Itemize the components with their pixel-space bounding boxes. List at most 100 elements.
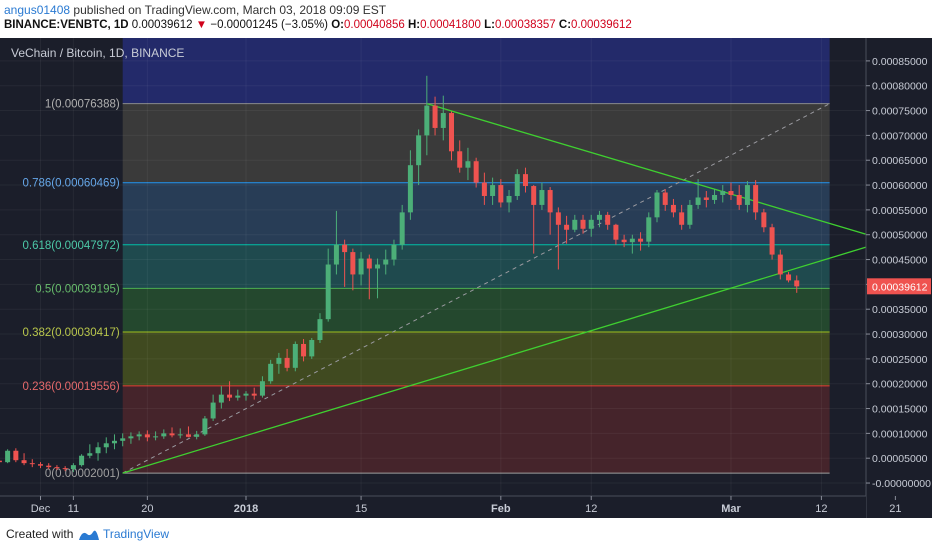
candle-body <box>153 436 159 438</box>
y-tick-label: 0.00025000 <box>872 354 928 366</box>
high-value: 0.00041800 <box>420 19 481 31</box>
candle-body <box>111 440 117 444</box>
candle-body <box>259 381 265 396</box>
candle-body <box>728 191 734 195</box>
x-tick-label: 2018 <box>234 503 258 515</box>
candle-body <box>38 464 43 466</box>
candle-body <box>21 460 27 464</box>
candle-body <box>777 254 783 275</box>
candle-body <box>794 280 800 287</box>
candle-body <box>416 135 422 166</box>
y-tick-label: 0.00005000 <box>872 453 928 465</box>
tradingview-link[interactable]: TradingView <box>103 527 170 541</box>
candle-body <box>95 447 101 454</box>
y-tick-label: 0.00015000 <box>872 404 928 416</box>
candle-body <box>769 227 775 255</box>
candle-body <box>251 393 257 396</box>
candle-body <box>539 190 545 205</box>
y-tick-label: -0.00000000 <box>872 478 931 490</box>
candle-body <box>79 455 85 466</box>
candle-body <box>449 113 454 152</box>
author-link[interactable]: angus01408 <box>4 3 71 17</box>
fib-diagonal-line <box>122 103 830 474</box>
time-axis[interactable] <box>0 496 866 518</box>
fib-level-label: 0(0.00002001) <box>45 468 120 480</box>
candle-body <box>243 393 249 396</box>
candle-body <box>70 465 76 470</box>
candle-body <box>564 224 570 230</box>
candle-body <box>646 217 652 242</box>
y-tick-label: 0.00045000 <box>872 255 928 267</box>
candle-body <box>103 443 109 448</box>
last-price: 0.00039612 <box>131 19 193 31</box>
candle-body <box>301 343 307 357</box>
candle-body <box>284 357 290 368</box>
candle-body <box>687 204 693 225</box>
candle-body <box>498 185 504 203</box>
candle-body <box>309 340 315 357</box>
candle-body <box>712 194 718 200</box>
y-tick-label: 0.00050000 <box>872 230 928 242</box>
candle-body <box>572 219 578 230</box>
created-with-label: Created with <box>6 527 74 541</box>
symbol-label: BINANCE:VENBTC, 1D <box>4 19 129 31</box>
support-trendline <box>122 246 867 474</box>
current-price-tag: 0.00039612 <box>867 278 931 295</box>
candle-body <box>457 151 463 168</box>
price-chart[interactable]: 1(0.00076388) 0.786(0.00060469) 0.618(0.00… <box>0 38 932 518</box>
x-tick-label: 12 <box>815 503 827 515</box>
y-tick-label: 0.00055000 <box>872 205 928 217</box>
candle-body <box>744 185 750 205</box>
candle-body <box>120 438 126 441</box>
candle-body <box>54 467 60 469</box>
candle-body <box>87 453 93 456</box>
candle-body <box>317 319 323 341</box>
x-tick-label: 21 <box>889 503 901 515</box>
candle-body <box>13 450 19 461</box>
candlestick-series <box>0 75 800 473</box>
candle-body <box>786 274 792 281</box>
candle-body <box>753 185 759 213</box>
current-price-box <box>867 278 931 295</box>
open-label: O: <box>331 19 344 31</box>
y-tick-label: 0.00020000 <box>872 379 928 391</box>
candle-body <box>210 402 216 419</box>
candle-body <box>490 185 496 196</box>
candle-body <box>605 214 611 225</box>
candle-body <box>654 192 660 218</box>
candle-body <box>670 204 676 213</box>
fib-level-label: 0.382(0.00030417) <box>22 327 119 339</box>
y-tick-label: 0.00080000 <box>872 81 928 93</box>
x-tick-label: 12 <box>585 503 597 515</box>
candle-body <box>366 258 372 269</box>
candle-body <box>276 357 282 364</box>
fib-level-label: 1(0.00076388) <box>45 99 120 111</box>
candle-body <box>399 212 405 245</box>
trend-lines <box>122 103 867 474</box>
candle-body <box>662 192 668 205</box>
x-tick-label: Mar <box>721 503 741 515</box>
candle-body <box>531 186 537 205</box>
x-axis-ticks: Dec 11 20 2018 15 Feb 12 Mar 12 21 <box>31 496 902 515</box>
low-value: 0.00038357 <box>494 19 556 31</box>
price-axis[interactable] <box>866 38 932 518</box>
candle-body <box>375 264 381 269</box>
close-label: C: <box>558 19 572 31</box>
candle-body <box>128 436 134 439</box>
x-tick-label: 11 <box>68 503 79 515</box>
footer: Created with TradingView <box>0 518 932 550</box>
candle-body <box>358 258 364 275</box>
candle-body <box>440 113 446 128</box>
candle-body <box>29 463 35 465</box>
fib-level-label: 0.786(0.00060469) <box>22 178 119 190</box>
x-tick-label: 15 <box>355 503 367 515</box>
candle-body <box>432 105 438 128</box>
candle-body <box>580 219 586 229</box>
candle-body <box>514 174 520 196</box>
candle-body <box>761 212 767 228</box>
candle-body <box>391 244 397 260</box>
low-label: L: <box>484 19 495 31</box>
candle-body <box>407 165 413 213</box>
candle-body <box>5 450 11 463</box>
candle-body <box>613 224 619 240</box>
